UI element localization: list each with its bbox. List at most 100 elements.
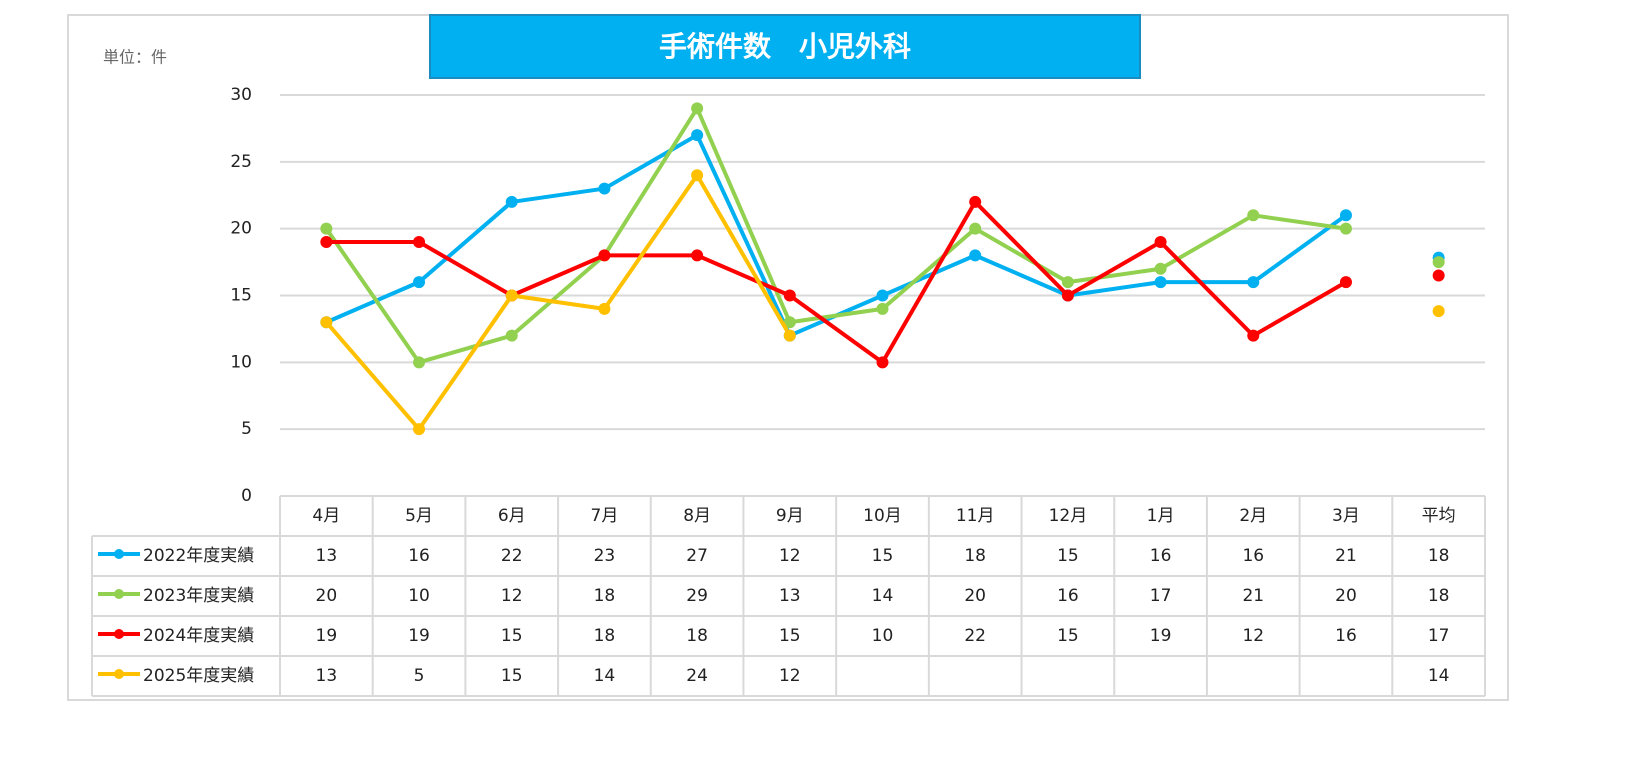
data-point <box>505 195 518 208</box>
average-point <box>1432 269 1445 282</box>
data-point <box>1247 329 1260 342</box>
table-value: 15 <box>872 546 894 566</box>
table-value: 13 <box>779 586 801 606</box>
data-point <box>413 236 426 249</box>
table-value: 12 <box>501 586 523 606</box>
table-value: 10 <box>872 626 894 646</box>
table-value: 14 <box>594 666 616 686</box>
x-tick-label: 12月 <box>1049 506 1088 526</box>
x-tick-label: 4月 <box>312 506 340 526</box>
data-point <box>1061 289 1074 302</box>
y-tick-label: 25 <box>230 152 252 172</box>
table-value: 24 <box>686 666 708 686</box>
table-value: 5 <box>414 666 425 686</box>
table-value: 12 <box>779 546 801 566</box>
legend-marker <box>114 549 124 559</box>
table-value: 13 <box>316 546 338 566</box>
data-point <box>1154 236 1167 249</box>
table-value: 21 <box>1242 586 1264 606</box>
data-point <box>1339 276 1352 289</box>
data-point <box>1061 276 1074 289</box>
x-tick-label: 9月 <box>776 506 804 526</box>
table-value: 16 <box>1057 586 1079 606</box>
table-value: 20 <box>1335 586 1357 606</box>
table-value: 17 <box>1150 586 1172 606</box>
table-value: 15 <box>1057 546 1079 566</box>
table-value: 18 <box>594 626 616 646</box>
title-box <box>429 14 1141 79</box>
data-point <box>783 329 796 342</box>
data-point <box>505 329 518 342</box>
chart-title: 手術件数 小児外科 <box>659 30 911 63</box>
table-value: 12 <box>779 666 801 686</box>
table-average: 18 <box>1428 586 1450 606</box>
data-point <box>876 289 889 302</box>
x-tick-label: 10月 <box>863 506 902 526</box>
table-value: 18 <box>686 626 708 646</box>
data-point <box>783 316 796 329</box>
data-point <box>598 182 611 195</box>
average-point <box>1432 256 1445 269</box>
table-value: 16 <box>1242 546 1264 566</box>
table-value: 21 <box>1335 546 1357 566</box>
table-average: 18 <box>1428 546 1450 566</box>
table-value: 15 <box>1057 626 1079 646</box>
data-point <box>1154 276 1167 289</box>
legend-marker <box>114 669 124 679</box>
x-tick-label: 3月 <box>1332 506 1360 526</box>
table-value: 22 <box>501 546 523 566</box>
x-tick-label: 平均 <box>1422 506 1456 526</box>
data-point <box>320 236 333 249</box>
data-point <box>691 129 704 142</box>
x-tick-label: 6月 <box>498 506 526 526</box>
y-tick-label: 15 <box>230 286 252 306</box>
data-point <box>876 356 889 369</box>
legend-label: 2022年度実績 <box>143 546 254 566</box>
data-point <box>598 302 611 315</box>
y-tick-label: 30 <box>230 85 252 105</box>
data-point <box>1154 262 1167 275</box>
table-value: 18 <box>964 546 986 566</box>
data-point <box>969 222 982 235</box>
table-value: 23 <box>594 546 616 566</box>
table-value: 18 <box>594 586 616 606</box>
table-value: 19 <box>316 626 338 646</box>
y-tick-label: 20 <box>230 219 252 239</box>
table-value: 16 <box>408 546 430 566</box>
data-point <box>691 169 704 182</box>
table-value: 16 <box>1335 626 1357 646</box>
y-tick-label: 10 <box>230 352 252 372</box>
data-point <box>1339 222 1352 235</box>
table-value: 14 <box>872 586 894 606</box>
data-point <box>413 423 426 436</box>
x-tick-label: 1月 <box>1147 506 1175 526</box>
table-value: 19 <box>408 626 430 646</box>
table-value: 27 <box>686 546 708 566</box>
x-tick-label: 7月 <box>591 506 619 526</box>
x-tick-label: 11月 <box>956 506 995 526</box>
data-point <box>320 222 333 235</box>
data-point <box>1339 209 1352 222</box>
legend-label: 2025年度実績 <box>143 666 254 686</box>
x-tick-label: 2月 <box>1239 506 1267 526</box>
legend-marker <box>114 629 124 639</box>
table-value: 29 <box>686 586 708 606</box>
data-point <box>691 249 704 262</box>
data-point <box>1247 209 1260 222</box>
series-line <box>326 199 1347 365</box>
data-point <box>413 276 426 289</box>
table-value: 16 <box>1150 546 1172 566</box>
table-average: 14 <box>1428 666 1450 686</box>
table-value: 15 <box>779 626 801 646</box>
table-value: 12 <box>1242 626 1264 646</box>
series-line <box>324 173 792 432</box>
table-value: 20 <box>316 586 338 606</box>
data-point <box>876 302 889 315</box>
data-point <box>969 195 982 208</box>
table-value: 15 <box>501 626 523 646</box>
data-point <box>969 249 982 262</box>
table-value: 20 <box>964 586 986 606</box>
y-tick-label: 5 <box>241 419 252 439</box>
legend-marker <box>114 589 124 599</box>
table-value: 10 <box>408 586 430 606</box>
